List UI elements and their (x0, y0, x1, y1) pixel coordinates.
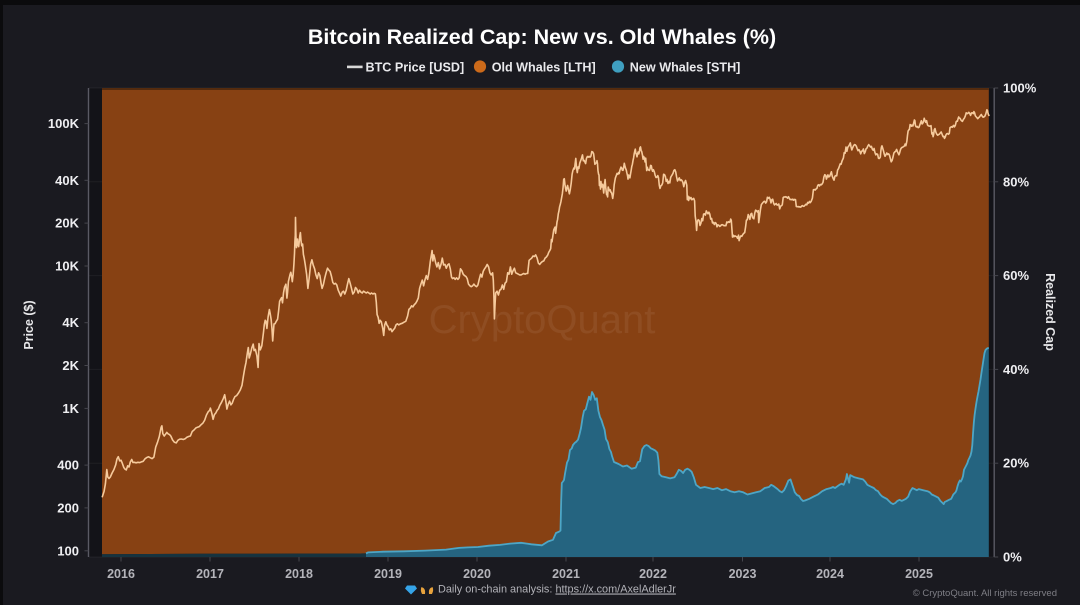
svg-text:2020: 2020 (463, 567, 491, 581)
svg-text:40K: 40K (55, 173, 79, 188)
svg-text:2022: 2022 (639, 567, 667, 581)
svg-text:80%: 80% (1003, 174, 1029, 189)
svg-text:2023: 2023 (729, 567, 757, 581)
svg-text:2017: 2017 (196, 567, 224, 581)
svg-text:Old Whales [LTH]: Old Whales [LTH] (492, 61, 596, 75)
svg-text:10K: 10K (55, 259, 79, 274)
svg-text:1K: 1K (62, 401, 79, 416)
svg-text:60%: 60% (1003, 268, 1029, 283)
svg-text:400: 400 (57, 458, 79, 473)
svg-text:100K: 100K (48, 116, 80, 131)
svg-text:Bitcoin Realized Cap: New vs.: Bitcoin Realized Cap: New vs. Old Whales… (308, 25, 776, 49)
svg-text:© CryptoQuant. All rights rese: © CryptoQuant. All rights reserved (913, 588, 1057, 599)
svg-text:2024: 2024 (816, 567, 844, 581)
svg-text:BTC Price [USD]: BTC Price [USD] (366, 61, 465, 75)
svg-text:20%: 20% (1003, 456, 1029, 471)
svg-text:Price ($): Price ($) (22, 300, 36, 349)
svg-text:100%: 100% (1003, 81, 1037, 96)
svg-text:0%: 0% (1003, 550, 1022, 565)
svg-text:2018: 2018 (285, 567, 313, 581)
svg-text:Realized Cap: Realized Cap (1043, 273, 1057, 351)
svg-text:2021: 2021 (552, 567, 580, 581)
svg-text:200: 200 (57, 500, 79, 515)
svg-text:CryptoQuant: CryptoQuant (429, 298, 656, 342)
svg-text:2025: 2025 (905, 567, 933, 581)
svg-text:2K: 2K (62, 358, 79, 373)
svg-text:40%: 40% (1003, 362, 1029, 377)
svg-text:2019: 2019 (374, 567, 402, 581)
svg-text:2016: 2016 (107, 567, 135, 581)
svg-text:4K: 4K (62, 315, 79, 330)
svg-text:Daily on-chain analysis: https: Daily on-chain analysis: https://x.com/A… (438, 584, 676, 596)
svg-text:New Whales [STH]: New Whales [STH] (630, 61, 741, 75)
svg-text:20K: 20K (55, 216, 79, 231)
svg-text:100: 100 (57, 543, 79, 558)
